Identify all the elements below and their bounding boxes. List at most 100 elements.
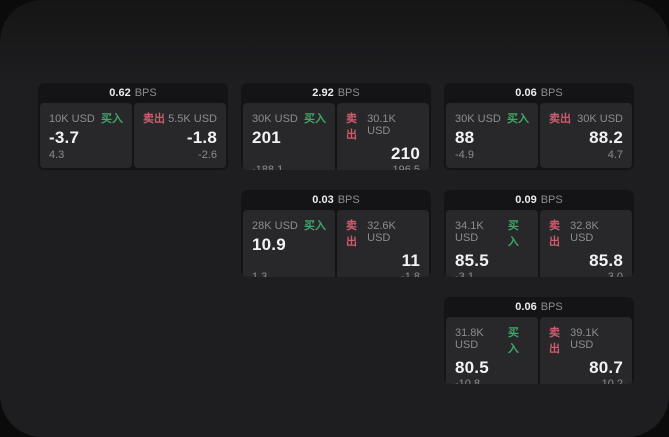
sell-panel[interactable]: 卖出 30K USD 88.2 4.7 (540, 103, 632, 168)
sell-price: 11 (401, 251, 420, 270)
sell-panel[interactable]: 卖出 32.6K USD 11 -1.8 (337, 210, 429, 277)
bps-unit-label: BPS (337, 194, 360, 206)
buy-delta: -3.1 (455, 271, 474, 277)
sell-price: 210 (391, 144, 420, 163)
buy-notional: 10K USD (49, 113, 95, 125)
buy-panel[interactable]: 28K USD 买入 10.9 1.3 (243, 210, 335, 277)
buy-delta: 1.3 (252, 271, 268, 277)
quote-card-1: 0.62 BPS 10K USD 买入 -3.7 4.3 卖出 5.5K USD (38, 83, 228, 170)
card-panels: 30K USD 买入 88 -4.9 卖出 30K USD 88.2 4.7 (444, 103, 634, 170)
bps-value: 0.09 (515, 194, 537, 206)
buy-delta: -10.8 (455, 378, 481, 384)
card-header: 0.03 BPS (241, 190, 431, 210)
buy-delta: -4.9 (455, 149, 474, 161)
buy-header-row: 30K USD 买入 (455, 110, 529, 126)
buy-side-label: 买入 (101, 113, 123, 125)
buy-notional: 31.8K USD (455, 327, 484, 351)
card-panels: 28K USD 买入 10.9 1.3 卖出 32.6K USD 11 -1.8 (241, 210, 431, 277)
bps-value: 2.92 (312, 87, 334, 99)
buy-panel[interactable]: 31.8K USD 买入 80.5 -10.8 (446, 317, 538, 384)
sell-side-label: 卖出 (549, 327, 560, 355)
sell-panel[interactable]: 卖出 5.5K USD -1.8 -2.6 (134, 103, 226, 168)
quote-card-2: 2.92 BPS 30K USD 买入 201 -188.1 卖出 30.1K … (241, 83, 431, 170)
sell-delta: 10.2 (601, 378, 623, 384)
bps-unit-label: BPS (540, 194, 563, 206)
quote-card-6: 0.06 BPS 31.8K USD 买入 80.5 -10.8 卖出 39.1… (444, 297, 634, 384)
buy-price: 88 (455, 128, 475, 147)
buy-header-row: 10K USD 买入 (49, 110, 123, 126)
bps-value: 0.03 (312, 194, 334, 206)
bps-unit-label: BPS (540, 301, 563, 313)
buy-header-row: 30K USD 买入 (252, 110, 326, 126)
card-header: 2.92 BPS (241, 83, 431, 103)
buy-price: -3.7 (49, 128, 80, 147)
sell-price: 85.8 (589, 251, 623, 270)
buy-header-row: 31.8K USD 买入 (455, 324, 529, 356)
quote-card-3: 0.06 BPS 30K USD 买入 88 -4.9 卖出 30K USD (444, 83, 634, 170)
quote-card-4: 0.03 BPS 28K USD 买入 10.9 1.3 卖出 32.6K US… (241, 190, 431, 277)
sell-side-label: 卖出 (549, 113, 571, 125)
buy-side-label: 买入 (507, 327, 519, 355)
card-header: 0.06 BPS (444, 297, 634, 317)
buy-delta: -188.1 (252, 164, 284, 170)
buy-header-row: 34.1K USD 买入 (455, 217, 529, 249)
buy-price: 85.5 (455, 251, 489, 270)
bps-value: 0.62 (109, 87, 131, 99)
sell-price: 80.7 (589, 358, 623, 377)
sell-header-row: 卖出 39.1K USD (549, 324, 623, 356)
card-panels: 34.1K USD 买入 85.5 -3.1 卖出 32.8K USD 85.8… (444, 210, 634, 277)
buy-panel[interactable]: 30K USD 买入 201 -188.1 (243, 103, 335, 170)
card-panels: 30K USD 买入 201 -188.1 卖出 30.1K USD 210 1… (241, 103, 431, 170)
sell-notional: 32.8K USD (570, 220, 599, 244)
sell-notional: 39.1K USD (570, 327, 599, 351)
card-panels: 10K USD 买入 -3.7 4.3 卖出 5.5K USD -1.8 -2.… (38, 103, 228, 170)
bps-value: 0.06 (515, 87, 537, 99)
sell-header-row: 卖出 32.8K USD (549, 217, 623, 249)
sell-notional: 30K USD (577, 113, 623, 125)
buy-side-label: 买入 (507, 113, 529, 125)
sell-side-label: 卖出 (549, 220, 560, 248)
buy-panel[interactable]: 30K USD 买入 88 -4.9 (446, 103, 538, 168)
bps-unit-label: BPS (540, 87, 563, 99)
sell-header-row: 卖出 30K USD (549, 110, 623, 126)
sell-panel[interactable]: 卖出 30.1K USD 210 196.5 (337, 103, 429, 170)
buy-side-label: 买入 (507, 220, 519, 248)
bps-unit-label: BPS (134, 87, 157, 99)
buy-panel[interactable]: 34.1K USD 买入 85.5 -3.1 (446, 210, 538, 277)
buy-notional: 30K USD (252, 113, 298, 125)
bps-unit-label: BPS (337, 87, 360, 99)
sell-panel[interactable]: 卖出 32.8K USD 85.8 3.0 (540, 210, 632, 277)
sell-notional: 30.1K USD (367, 113, 396, 137)
card-header: 0.06 BPS (444, 83, 634, 103)
sell-price: 88.2 (589, 128, 623, 147)
buy-notional: 30K USD (455, 113, 501, 125)
sell-delta: 3.0 (607, 271, 623, 277)
quote-card-grid: 0.62 BPS 10K USD 买入 -3.7 4.3 卖出 5.5K USD (38, 83, 634, 384)
card-header: 0.09 BPS (444, 190, 634, 210)
sell-side-label: 卖出 (346, 220, 357, 248)
card-panels: 31.8K USD 买入 80.5 -10.8 卖出 39.1K USD 80.… (444, 317, 634, 384)
bps-value: 0.06 (515, 301, 537, 313)
card-header: 0.62 BPS (38, 83, 228, 103)
sell-delta: 4.7 (607, 149, 623, 161)
quote-card-5: 0.09 BPS 34.1K USD 买入 85.5 -3.1 卖出 32.8K… (444, 190, 634, 277)
buy-notional: 28K USD (252, 220, 298, 232)
buy-price: 80.5 (455, 358, 489, 377)
sell-delta: -1.8 (401, 271, 420, 277)
sell-notional: 5.5K USD (168, 113, 217, 125)
buy-delta: 4.3 (49, 149, 65, 161)
buy-side-label: 买入 (304, 113, 326, 125)
sell-price: -1.8 (186, 128, 217, 147)
sell-header-row: 卖出 32.6K USD (346, 217, 420, 249)
buy-price: 10.9 (252, 235, 286, 254)
sell-delta: 196.5 (392, 164, 420, 170)
buy-header-row: 28K USD 买入 (252, 217, 326, 233)
sell-delta: -2.6 (198, 149, 217, 161)
buy-side-label: 买入 (304, 220, 326, 232)
sell-header-row: 卖出 5.5K USD (143, 110, 217, 126)
sell-side-label: 卖出 (346, 113, 357, 141)
sell-notional: 32.6K USD (367, 220, 396, 244)
buy-panel[interactable]: 10K USD 买入 -3.7 4.3 (40, 103, 132, 168)
sell-panel[interactable]: 卖出 39.1K USD 80.7 10.2 (540, 317, 632, 384)
